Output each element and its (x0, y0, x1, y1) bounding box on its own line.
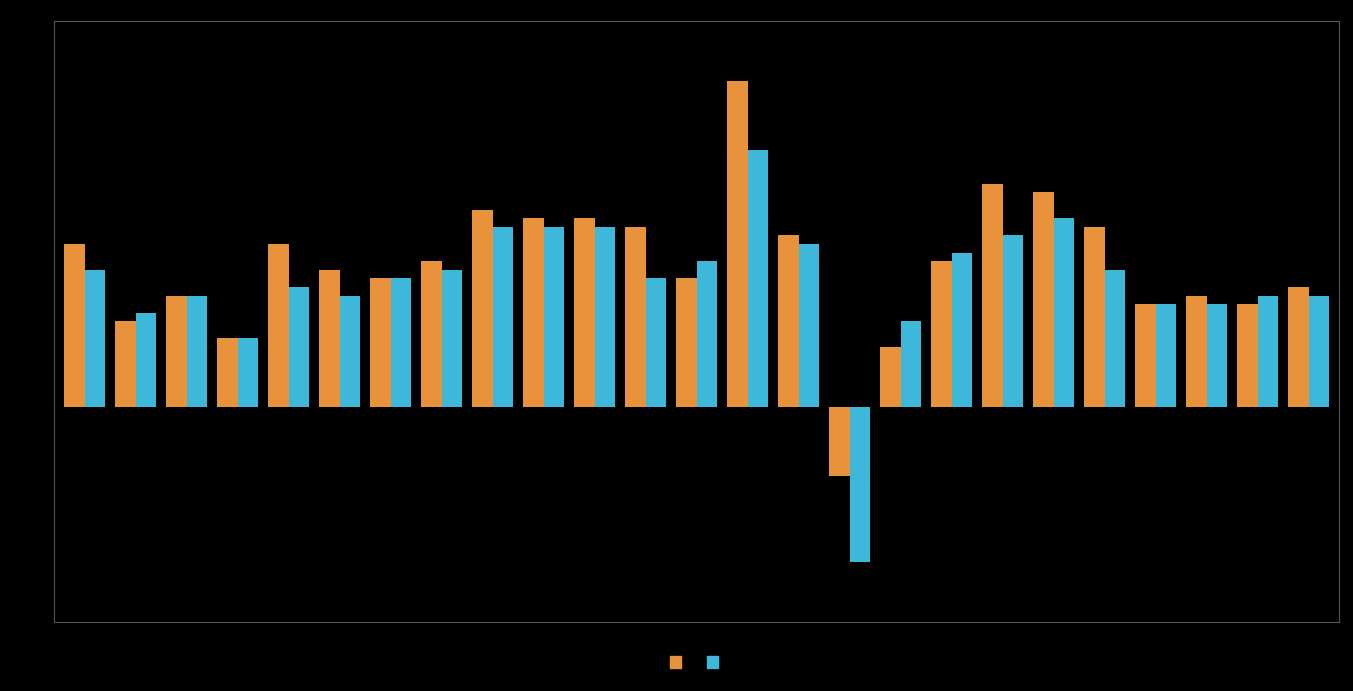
Bar (748, 149, 769, 407)
Bar (421, 261, 442, 407)
Bar (238, 339, 258, 407)
Bar (1105, 269, 1126, 407)
Bar (1003, 236, 1023, 407)
Bar (575, 218, 595, 407)
Bar (1258, 296, 1279, 407)
Bar (65, 244, 85, 407)
Bar (371, 278, 391, 407)
Bar (187, 296, 207, 407)
Bar (1207, 304, 1227, 407)
Bar (319, 269, 340, 407)
Bar (676, 278, 697, 407)
Bar (1308, 296, 1329, 407)
Bar (492, 227, 513, 407)
Bar (778, 236, 798, 407)
Bar (1034, 193, 1054, 407)
Bar (798, 244, 819, 407)
Bar (218, 339, 238, 407)
Bar (881, 347, 901, 407)
Bar (829, 407, 850, 476)
Bar (85, 269, 106, 407)
Bar (135, 313, 156, 407)
Bar (625, 227, 645, 407)
Legend: , : , (664, 650, 729, 675)
Bar (115, 321, 135, 407)
Bar (1085, 227, 1105, 407)
Bar (951, 253, 973, 407)
Bar (288, 287, 308, 407)
Bar (1155, 304, 1176, 407)
Bar (268, 244, 288, 407)
Bar (442, 269, 463, 407)
Bar (982, 184, 1003, 407)
Bar (728, 81, 748, 407)
Bar (931, 261, 951, 407)
Bar (1054, 218, 1074, 407)
Bar (1187, 296, 1207, 407)
Bar (391, 278, 411, 407)
Bar (1238, 304, 1258, 407)
Bar (595, 227, 616, 407)
Bar (524, 218, 544, 407)
Bar (645, 278, 666, 407)
Bar (544, 227, 564, 407)
Bar (1288, 287, 1308, 407)
Bar (166, 296, 187, 407)
Bar (850, 407, 870, 562)
Bar (340, 296, 360, 407)
Bar (1135, 304, 1155, 407)
Bar (901, 321, 921, 407)
Bar (472, 209, 492, 407)
Bar (697, 261, 717, 407)
